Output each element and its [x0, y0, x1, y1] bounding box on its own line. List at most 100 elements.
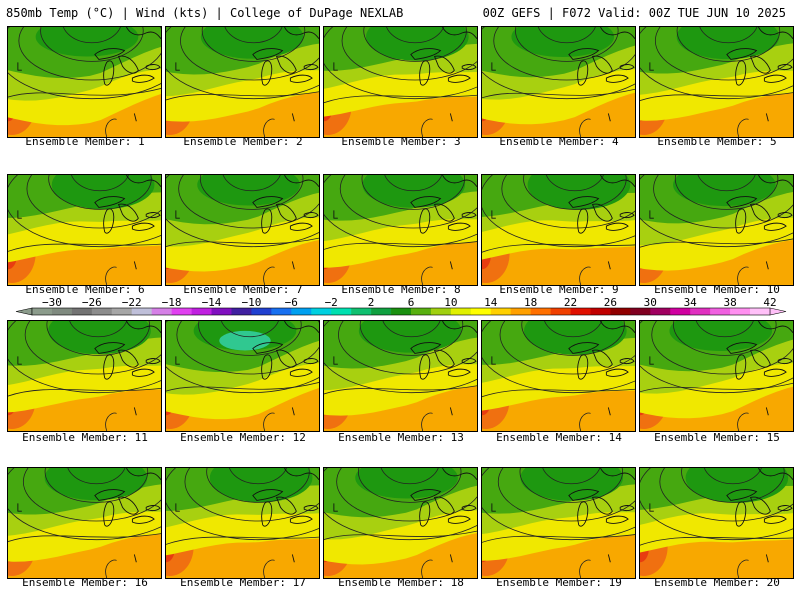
colorbar-arrow-right — [769, 307, 787, 316]
map-svg — [324, 321, 477, 431]
ensemble-member-label: Ensemble Member: 4 — [499, 135, 619, 148]
colorbar-tick-label: −10 — [241, 296, 261, 309]
colorbar-frame — [31, 307, 771, 316]
colorbar-swatch — [410, 308, 432, 315]
ensemble-member-label: Ensemble Member: 8 — [341, 283, 461, 296]
ensemble-map-1 — [7, 26, 162, 138]
ensemble-member-label: Ensemble Member: 13 — [338, 431, 464, 444]
ensemble-member-label: Ensemble Member: 5 — [657, 135, 777, 148]
colorbar-tick-label: 22 — [564, 296, 577, 309]
map-svg — [8, 27, 161, 137]
temperature-colorbar: −30 −26 −22 −18 −14 −10 −6 −2 2 6 10 14 18 22 26 30 34 38… — [0, 296, 800, 324]
colorbar-swatch — [71, 308, 93, 315]
colorbar-swatch — [311, 308, 332, 315]
ensemble-member-label: Ensemble Member: 19 — [496, 576, 622, 589]
colorbar-swatch — [51, 308, 73, 315]
colorbar-swatch — [630, 308, 651, 315]
ensemble-member-label: Ensemble Member: 1 — [25, 135, 145, 148]
colorbar-swatch — [351, 308, 372, 315]
ensemble-member-label: Ensemble Member: 3 — [341, 135, 461, 148]
ensemble-map-20 — [639, 467, 794, 579]
ensemble-member-label: Ensemble Member: 12 — [180, 431, 306, 444]
map-svg — [324, 175, 477, 285]
map-svg — [8, 321, 161, 431]
colorbar-swatch — [151, 308, 172, 315]
colorbar-swatch — [271, 308, 292, 315]
ensemble-member-label: Ensemble Member: 15 — [654, 431, 780, 444]
ensemble-map-7 — [165, 174, 320, 286]
ensemble-map-19 — [481, 467, 636, 579]
colorbar-tick-label: −18 — [162, 296, 182, 309]
colorbar-swatch — [171, 308, 192, 315]
ensemble-map-9 — [481, 174, 636, 286]
colorbar-swatch — [530, 308, 551, 315]
colorbar-swatch — [650, 308, 671, 315]
colorbar-swatch — [490, 308, 512, 315]
map-svg — [166, 321, 319, 431]
colorbar-tick-label: −30 — [42, 296, 62, 309]
colorbar-swatch — [32, 308, 53, 315]
colorbar-tick-label: 14 — [484, 296, 498, 309]
ensemble-member-label: Ensemble Member: 17 — [180, 576, 306, 589]
ensemble-map-3 — [323, 26, 478, 138]
map-svg — [8, 468, 161, 578]
ensemble-member-label: Ensemble Member: 10 — [654, 283, 780, 296]
colorbar-swatch — [331, 308, 352, 315]
colorbar-tick-label: 10 — [444, 296, 457, 309]
colorbar-tick-label: 34 — [684, 296, 698, 309]
ensemble-member-label: Ensemble Member: 18 — [338, 576, 464, 589]
colorbar-tick-label: 18 — [524, 296, 537, 309]
colorbar-tick-label: 2 — [368, 296, 375, 309]
colorbar-arrow-left — [15, 307, 33, 316]
ensemble-map-2 — [165, 26, 320, 138]
colorbar-swatch — [610, 308, 631, 315]
map-svg — [640, 175, 793, 285]
colorbar-swatch — [570, 308, 591, 315]
colorbar-swatch — [730, 308, 751, 315]
ensemble-map-13 — [323, 320, 478, 432]
colorbar-swatch — [391, 308, 412, 315]
map-svg — [482, 175, 635, 285]
colorbar-swatch — [251, 308, 272, 315]
ensemble-map-15 — [639, 320, 794, 432]
ensemble-map-18 — [323, 467, 478, 579]
ensemble-member-label: Ensemble Member: 7 — [183, 283, 303, 296]
map-svg — [166, 27, 319, 137]
colorbar-swatch — [371, 308, 392, 315]
ensemble-map-5 — [639, 26, 794, 138]
colorbar-swatch — [590, 308, 611, 315]
colorbar-tick-label: −2 — [325, 296, 338, 309]
colorbar-swatch — [550, 308, 571, 315]
colorbar-swatch — [91, 308, 113, 315]
colorbar-swatch — [231, 308, 252, 315]
ensemble-map-6 — [7, 174, 162, 286]
colorbar-tick-label: −26 — [82, 296, 102, 309]
ensemble-map-14 — [481, 320, 636, 432]
colorbar-swatch — [510, 308, 531, 315]
ensemble-map-10 — [639, 174, 794, 286]
map-svg — [482, 321, 635, 431]
ensemble-map-8 — [323, 174, 478, 286]
ensemble-map-11 — [7, 320, 162, 432]
colorbar-swatch — [670, 308, 691, 315]
ensemble-member-label: Ensemble Member: 9 — [499, 283, 619, 296]
colorbar-swatch — [430, 308, 452, 315]
colorbar-tick-label: −6 — [285, 296, 298, 309]
map-svg — [640, 321, 793, 431]
ensemble-map-12 — [165, 320, 320, 432]
map-svg — [482, 468, 635, 578]
colorbar-tick-label: 26 — [604, 296, 617, 309]
valid-time: 00Z GEFS | F072 Valid: 00Z TUE JUN 10 20… — [482, 6, 786, 20]
colorbar-svg: −30 −26 −22 −18 −14 −10 −6 −2 2 6 10 14 18 22 26 30 34 38… — [15, 296, 787, 316]
colorbar-swatch — [690, 308, 711, 315]
colorbar-swatch — [291, 308, 312, 315]
ensemble-member-label: Ensemble Member: 11 — [22, 431, 148, 444]
colorbar-swatch — [191, 308, 212, 315]
colorbar-tick-label: 30 — [644, 296, 657, 309]
map-svg — [324, 27, 477, 137]
colorbar-swatch — [710, 308, 731, 315]
ensemble-member-label: Ensemble Member: 20 — [654, 576, 780, 589]
colorbar-tick-label: −22 — [122, 296, 142, 309]
colorbar-swatch — [470, 308, 492, 315]
colorbar-tick-label: −14 — [202, 296, 222, 309]
